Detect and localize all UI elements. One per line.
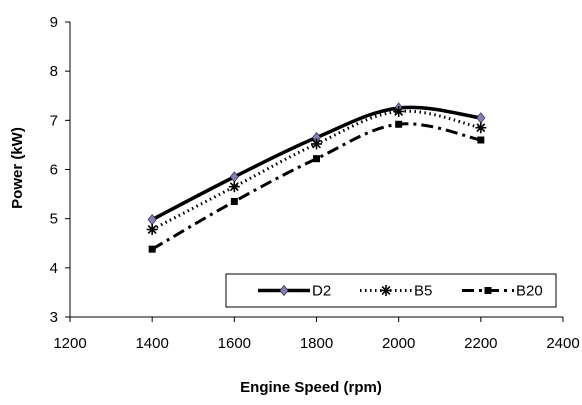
data-point-d2: [476, 112, 486, 124]
x-tick-label: 2400: [546, 335, 579, 352]
data-point-b5: [475, 122, 487, 134]
axes: 3 4 5 6 7 8 9 1200 1400 1600 1800 2000 2200 2400: [50, 14, 580, 352]
data-point-d2: [229, 171, 239, 183]
y-tick-label: 7: [50, 112, 58, 129]
data-point-d2: [147, 214, 157, 226]
data-point-b20: [395, 120, 403, 128]
legend: D2 B5 B20: [225, 273, 557, 308]
x-tick-label: 1800: [300, 335, 333, 352]
y-tick-label: 4: [50, 260, 58, 277]
y-tick-label: 9: [50, 14, 58, 31]
data-point-b20: [230, 197, 238, 205]
legend-label-d2: D2: [312, 283, 331, 300]
legend-marker-b5: [380, 285, 392, 296]
legend-marker-d2: [279, 284, 289, 297]
data-point-b5: [146, 223, 158, 235]
series-layer: [146, 102, 487, 253]
y-axis-title: Power (kW): [9, 127, 26, 209]
data-point-b20: [313, 155, 320, 163]
x-tick-label: 1600: [218, 335, 251, 352]
y-tick-label: 8: [50, 63, 58, 80]
x-axis-title: Engine Speed (rpm): [240, 379, 382, 396]
data-point-b20: [148, 245, 156, 253]
x-tick-label: 2200: [464, 335, 497, 352]
x-tick-label: 1200: [53, 335, 86, 352]
x-tick-label: 2000: [382, 335, 415, 352]
series-line-b20: [151, 122, 482, 251]
data-point-b5: [311, 138, 322, 150]
series-line-b5: [151, 109, 482, 231]
x-tick-label: 1400: [135, 335, 168, 352]
data-point-b20: [477, 136, 485, 144]
y-tick-label: 5: [50, 211, 58, 228]
data-point-b5: [393, 105, 405, 117]
legend-marker-b20: [484, 287, 492, 294]
legend-label-b5: B5: [414, 283, 432, 300]
legend-label-b20: B20: [516, 283, 543, 300]
y-tick-label: 3: [50, 309, 58, 326]
data-point-b5: [228, 181, 240, 193]
y-tick-label: 6: [50, 162, 58, 179]
